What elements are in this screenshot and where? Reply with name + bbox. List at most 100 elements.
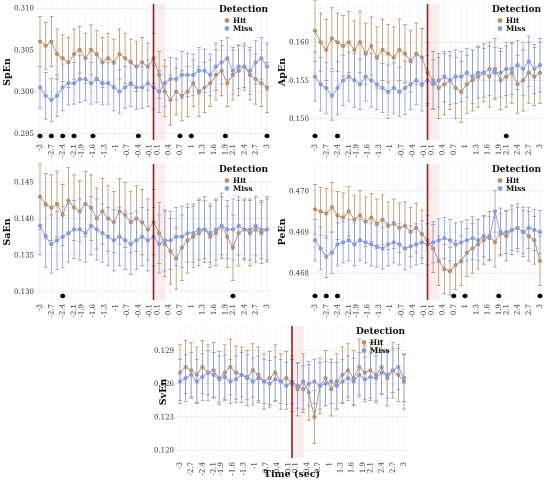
- x-axis-label: Time (sec): [264, 469, 320, 480]
- data-point: [179, 234, 184, 239]
- data-point: [236, 64, 241, 69]
- data-point: [521, 66, 526, 72]
- data-point: [239, 372, 244, 377]
- data-point: [196, 68, 201, 73]
- data-point: [60, 234, 65, 239]
- legend-label: Hit: [506, 16, 520, 25]
- data-point: [408, 82, 413, 87]
- legend-label: Hit: [370, 338, 384, 347]
- data-point: [385, 372, 390, 377]
- data-point: [442, 266, 447, 272]
- x-tick-label: 1.3: [199, 144, 207, 155]
- x-tick-label: -1.3: [100, 144, 108, 158]
- x-tick-label: -0.1: [146, 144, 154, 158]
- data-point: [77, 47, 82, 52]
- data-point: [532, 227, 537, 233]
- x-tick-label: -0.4: [134, 303, 142, 317]
- data-point: [390, 368, 395, 373]
- x-tick-label: 0.4: [165, 303, 173, 315]
- x-tick-label: -3: [176, 462, 184, 469]
- data-point: [128, 81, 133, 86]
- x-tick-label: -2.4: [334, 143, 342, 157]
- y-tick-label: 0.130: [14, 288, 34, 296]
- data-point: [481, 70, 486, 75]
- x-tick-label: 3: [536, 304, 544, 308]
- data-point: [509, 66, 514, 72]
- data-point: [106, 56, 111, 61]
- x-tick-label: -2.1: [210, 462, 218, 476]
- x-tick-label: -0.1: [146, 304, 154, 318]
- y-axis-label: PeEn: [277, 218, 288, 245]
- legend-title: Detection: [492, 5, 541, 15]
- data-point: [357, 82, 363, 87]
- data-point: [43, 201, 48, 207]
- data-point: [242, 64, 247, 69]
- data-point: [117, 89, 122, 94]
- data-point: [464, 238, 469, 243]
- x-tick-label: -1.9: [352, 144, 360, 158]
- data-point: [374, 221, 379, 226]
- x-tick-label: 1.9: [495, 304, 503, 315]
- data-point: [256, 376, 261, 381]
- data-point: [442, 236, 447, 241]
- x-tick-label: 3: [400, 462, 408, 466]
- y-tick-label: 0.145: [14, 179, 34, 187]
- legend-swatch: [497, 186, 503, 191]
- legend-label: Miss: [233, 184, 253, 193]
- data-point: [83, 76, 88, 82]
- data-point: [225, 227, 230, 232]
- data-point: [352, 47, 357, 52]
- data-point: [380, 85, 385, 91]
- data-point: [37, 223, 43, 228]
- data-point: [368, 374, 373, 380]
- significance-dot: [451, 293, 457, 299]
- significance-dot: [462, 293, 468, 299]
- data-point: [49, 205, 54, 210]
- data-point: [487, 236, 492, 241]
- x-tick-label: -0.4: [409, 143, 417, 157]
- data-point: [476, 238, 481, 243]
- data-point: [318, 40, 323, 45]
- data-point: [414, 51, 419, 56]
- y-tick-label: 0.150: [289, 115, 309, 123]
- x-tick-label: 1: [187, 304, 195, 308]
- data-point: [324, 47, 329, 52]
- x-tick-label: -1: [251, 462, 259, 469]
- data-point: [312, 28, 318, 33]
- data-point: [341, 215, 346, 220]
- data-point: [357, 213, 363, 218]
- x-tick-label: 2.4: [514, 143, 522, 155]
- data-point: [230, 68, 236, 73]
- data-point: [397, 242, 402, 247]
- y-axis-label: SaEn: [2, 218, 13, 245]
- data-point: [306, 381, 311, 386]
- legend-swatch: [361, 348, 367, 353]
- data-point: [318, 246, 323, 251]
- legend-swatch: [497, 178, 503, 183]
- legend-title: Detection: [492, 165, 541, 175]
- x-tick-label: -3: [36, 144, 44, 151]
- legend-title: Detection: [219, 165, 268, 175]
- y-tick-label: 0.135: [14, 251, 34, 259]
- data-point: [396, 364, 401, 370]
- legend-swatch: [497, 26, 503, 31]
- data-point: [318, 82, 323, 87]
- x-tick-label: -1.6: [364, 303, 372, 317]
- x-tick-label: 0.4: [439, 303, 447, 315]
- data-point: [374, 244, 379, 249]
- data-point: [106, 234, 111, 239]
- data-point: [386, 242, 391, 247]
- data-point: [335, 85, 340, 91]
- x-tick-label: 1.6: [484, 303, 492, 315]
- data-point: [447, 269, 453, 274]
- data-point: [334, 383, 339, 388]
- panel-apen: 0.150 0.155 0.160 -3 -2.7 -2.4 -2.1 -1.9 -1.6 -1.…: [277, 0, 544, 158]
- data-point: [464, 70, 469, 75]
- data-point: [253, 223, 258, 228]
- significance-dot: [135, 133, 141, 139]
- data-point: [341, 78, 346, 83]
- data-point: [183, 376, 188, 381]
- data-point: [242, 227, 247, 232]
- legend-label: Miss: [506, 184, 526, 193]
- data-point: [168, 76, 173, 82]
